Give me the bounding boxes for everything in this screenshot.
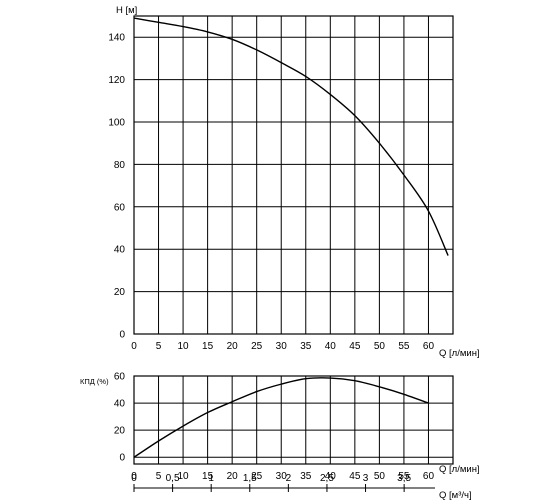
efficiency-x-tick-4: 20 — [227, 471, 239, 482]
head-x-tick-10: 50 — [374, 341, 386, 352]
head-y-tick-3: 60 — [114, 202, 126, 213]
efficiency-x-tick-labels: 0 5 10 15 20 25 30 35 40 45 50 55 60 — [131, 471, 434, 482]
head-y-tick-6: 120 — [108, 75, 125, 86]
efficiency-curve — [133, 377, 429, 458]
head-x-tick-5: 25 — [251, 341, 263, 352]
secondary-tick-label-0: 0 — [131, 473, 137, 484]
efficiency-y-tick-3: 60 — [114, 372, 126, 383]
efficiency-frame — [133, 375, 454, 465]
head-y-tick-7: 140 — [108, 33, 125, 44]
secondary-axis-label: Q [м³/ч] — [439, 490, 472, 501]
head-y-tick-5: 100 — [108, 118, 125, 129]
efficiency-x-tick-5: 25 — [251, 471, 263, 482]
head-curve — [133, 17, 449, 256]
secondary-flow-axis: 0 0,5 1 1,5 2 2,5 3 3,5 Q [м³/ч] — [131, 473, 471, 501]
secondary-tick-label-7: 3,5 — [397, 473, 411, 484]
head-x-tick-12: 60 — [423, 341, 435, 352]
secondary-tick-label-6: 3 — [363, 473, 369, 484]
efficiency-x-tick-3: 15 — [202, 471, 214, 482]
efficiency-x-tick-2: 10 — [178, 471, 190, 482]
head-axis-label: H [м] — [116, 5, 137, 16]
head-x-tick-2: 10 — [178, 341, 190, 352]
efficiency-y-tick-2: 40 — [114, 399, 126, 410]
head-x-tick-6: 30 — [276, 341, 288, 352]
head-y-tick-labels: 0 20 40 60 80 100 120 140 — [108, 33, 125, 341]
secondary-tick-label-2: 1 — [208, 473, 214, 484]
secondary-tick-label-5: 2,5 — [320, 473, 334, 484]
head-x-tick-0: 0 — [131, 341, 137, 352]
secondary-tick-label-4: 2 — [286, 473, 292, 484]
efficiency-flow-axis-label: Q [л/мин] — [439, 464, 480, 475]
head-x-tick-4: 20 — [227, 341, 239, 352]
secondary-tick-label-3: 1,5 — [243, 473, 257, 484]
head-flow-axis-label: Q [л/мин] — [439, 348, 480, 359]
head-y-tick-2: 40 — [114, 245, 126, 256]
efficiency-x-tick-12: 60 — [423, 471, 435, 482]
efficiency-y-tick-labels: 0 20 40 60 — [114, 372, 126, 464]
efficiency-x-tick-7: 35 — [300, 471, 312, 482]
efficiency-y-tick-1: 20 — [114, 426, 126, 437]
head-y-tick-1: 20 — [114, 287, 126, 298]
head-y-tick-4: 80 — [114, 160, 126, 171]
efficiency-x-tick-1: 5 — [156, 471, 162, 482]
efficiency-x-tick-8: 40 — [325, 471, 337, 482]
efficiency-x-tick-9: 45 — [349, 471, 361, 482]
efficiency-x-tick-10: 50 — [374, 471, 386, 482]
head-x-tick-8: 40 — [325, 341, 337, 352]
efficiency-axis-label: КПД (%) — [80, 377, 109, 386]
efficiency-x-tick-11: 55 — [398, 471, 410, 482]
head-x-tick-1: 5 — [156, 341, 162, 352]
head-x-tick-labels: 0 5 10 15 20 25 30 35 40 45 50 55 60 — [131, 341, 434, 352]
efficiency-x-tick-0: 0 — [131, 471, 137, 482]
head-frame — [133, 15, 454, 335]
efficiency-x-tick-6: 30 — [276, 471, 288, 482]
head-x-tick-7: 35 — [300, 341, 312, 352]
secondary-axis-ticks: 0 0,5 1 1,5 2 2,5 3 3,5 — [131, 473, 412, 492]
efficiency-y-tick-0: 0 — [119, 453, 125, 464]
head-x-tick-11: 55 — [398, 341, 410, 352]
head-x-tick-3: 15 — [202, 341, 214, 352]
secondary-tick-label-1: 0,5 — [166, 473, 180, 484]
efficiency-flow-chart: 0 5 10 15 20 25 30 35 40 45 50 55 60 0 20 40 60 КПД (%)… — [80, 372, 480, 483]
head-grid — [133, 15, 454, 335]
head-flow-chart: 0 5 10 15 20 25 30 35 40 45 50 55 60 0 20 40 60 80 100 120… — [108, 5, 479, 359]
head-x-tick-9: 45 — [349, 341, 361, 352]
efficiency-grid — [133, 375, 454, 465]
head-y-tick-0: 0 — [119, 330, 125, 341]
